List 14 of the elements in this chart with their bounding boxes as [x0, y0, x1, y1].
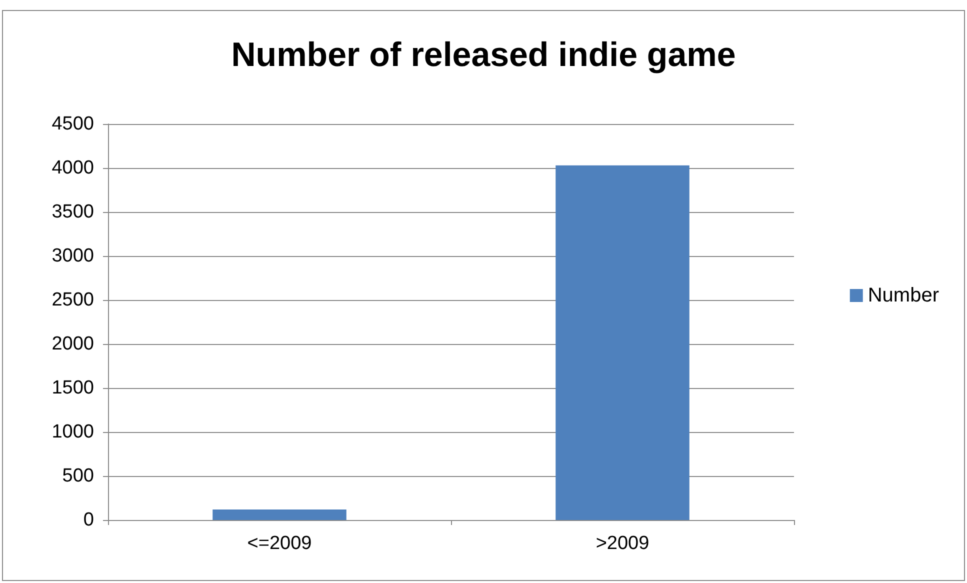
y-tick-label: 2000 [52, 334, 94, 354]
legend-label: Number [868, 284, 940, 306]
chart-title: Number of released indie game [231, 36, 736, 74]
y-tick-label: 4000 [52, 158, 94, 178]
y-tick-label: 1500 [52, 378, 94, 398]
x-tick-label: >2009 [596, 533, 650, 554]
y-tick-label: 3000 [52, 246, 94, 266]
x-tick-label: <=2009 [247, 533, 312, 554]
y-tick-label: 4500 [52, 114, 94, 134]
y-tick-label: 1000 [52, 422, 94, 442]
y-tick-label: 0 [83, 510, 94, 530]
y-tick-label: 2500 [52, 290, 94, 310]
y-tick-label: 500 [62, 466, 94, 486]
y-tick-label: 3500 [52, 202, 94, 222]
